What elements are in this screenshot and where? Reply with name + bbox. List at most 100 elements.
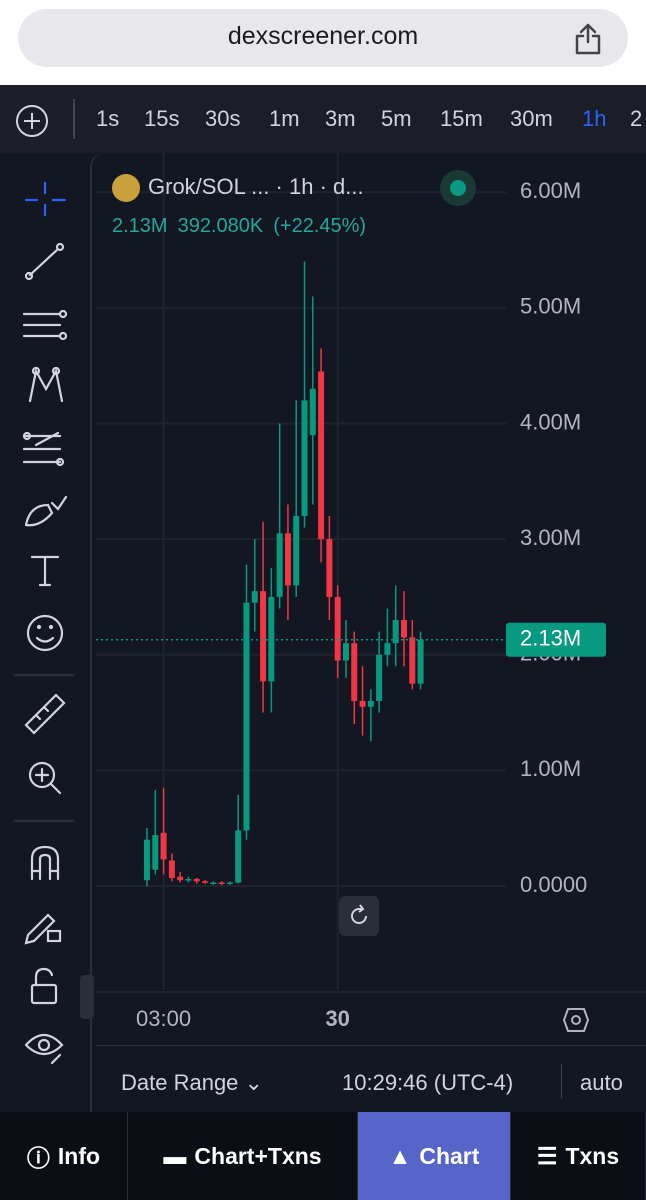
candle-body (367, 700, 374, 707)
timeframe-option[interactable]: 1h (582, 106, 607, 131)
candle-body (144, 839, 150, 881)
candle-body (226, 882, 233, 884)
candle-body (260, 591, 267, 682)
brush-tool[interactable] (24, 495, 68, 527)
candle-body (185, 879, 192, 881)
crosshair-tool[interactable] (24, 181, 67, 217)
date-range-label[interactable]: Date Range (121, 1070, 239, 1095)
candle-body (392, 620, 399, 644)
timeframe-option[interactable]: 5m (381, 106, 412, 131)
candle-body (417, 639, 424, 684)
settings-icon-center (571, 1015, 581, 1025)
zoom-tool[interactable] (28, 761, 62, 795)
tab[interactable]: ☰ Txns (511, 1112, 646, 1200)
toolbar-icons (12, 181, 76, 1065)
x-tick-label: 30 (325, 1006, 349, 1031)
ruler-tool[interactable] (24, 693, 66, 735)
y-tick-label: 1.00M (520, 756, 581, 781)
chart-footer: Date Range ⌄ 10:29:46 (UTC-4) auto (96, 1045, 646, 1113)
chart: 03:00300.00001.00M2.00M3.00M4.00M5.00M6.… (96, 153, 646, 1032)
emoji-tool[interactable] (26, 614, 64, 652)
lock-drawings-tool[interactable] (24, 913, 62, 945)
candle-body (293, 516, 300, 586)
browser-bar: dexscreener.com (0, 0, 646, 85)
tab-icon: ☰ (536, 1142, 558, 1169)
date-range[interactable]: Date Range ⌄ (121, 1070, 263, 1095)
tab[interactable]: ▲ Chart (358, 1112, 511, 1200)
line-tool[interactable] (24, 242, 65, 281)
tab-bar: ⓘ Info ▬ Chart+Txns ▲ Chart ☰ Txns (0, 1112, 646, 1200)
timeframe-option[interactable]: 30m (510, 106, 553, 131)
tab[interactable]: ⓘ Info (0, 1112, 128, 1200)
candle-body (326, 539, 333, 597)
candle-body (251, 591, 258, 603)
last-price-tag (506, 622, 606, 657)
scale-mode[interactable]: auto (580, 1070, 623, 1095)
candle-body (202, 881, 209, 883)
candle-body (309, 388, 316, 436)
change-percent: (+22.45%) (273, 215, 367, 237)
parallel-tool[interactable] (22, 309, 68, 341)
fib-tool[interactable] (22, 431, 65, 467)
chart-legend: Grok/SOL ... · 1h · d... (112, 174, 364, 203)
tab-icon: ▲ (388, 1142, 412, 1169)
candle-body (177, 876, 184, 881)
candle-body (409, 637, 416, 684)
ohlc-row: 2.13M 392.080K (+22.45%) (112, 215, 376, 238)
status-dot (440, 170, 476, 206)
drawing-toolbar (0, 153, 88, 1113)
tab-label[interactable]: Chart (419, 1142, 480, 1169)
unlock-tool[interactable] (30, 967, 58, 1005)
token-icon (112, 174, 140, 203)
tab-label[interactable]: Chart+Txns (194, 1142, 322, 1169)
y-tick-label: 3.00M (520, 525, 581, 550)
timeframe-option[interactable]: 15m (440, 106, 483, 131)
candle-body (351, 643, 358, 701)
timeframe-option[interactable]: 30s (205, 106, 241, 131)
candle-body (193, 879, 200, 882)
add-icon[interactable] (14, 103, 50, 139)
text-tool[interactable] (30, 555, 60, 587)
symbol: Grok/SOL ... · 1h · d... (148, 174, 364, 199)
divider (561, 1064, 562, 1098)
pattern-tool[interactable] (28, 366, 64, 403)
candle-body (359, 700, 366, 707)
candle-body (318, 371, 325, 540)
tab-icon: ▬ (163, 1142, 187, 1169)
reset-button[interactable] (339, 896, 379, 936)
y-tick-label: 0.0000 (520, 872, 587, 897)
candle-body (284, 533, 291, 586)
tab-label[interactable]: Txns (565, 1142, 620, 1169)
last-price-label: 2.13M (520, 626, 581, 651)
tab[interactable]: ▬ Chart+Txns (128, 1112, 358, 1200)
candle-body (152, 835, 159, 870)
candle-body (384, 643, 391, 655)
tab-icon: ⓘ (26, 1145, 50, 1171)
settings-icon[interactable] (562, 1008, 590, 1032)
visibility-tool[interactable] (24, 1033, 64, 1065)
candle-body (160, 832, 167, 860)
candle-body (210, 882, 217, 884)
timeframe-option[interactable]: 2 (630, 106, 643, 131)
change-value: 392.080K (177, 215, 264, 237)
candle-body (243, 602, 250, 831)
url-text[interactable]: dexscreener.com (227, 22, 419, 50)
url-pill[interactable] (18, 9, 628, 67)
timeframe-option[interactable]: 1m (269, 106, 300, 131)
tab-label[interactable]: Info (57, 1142, 101, 1169)
candle-body (342, 643, 349, 661)
last-value: 2.13M (112, 215, 168, 237)
timeframe-bar: 1s 15s 30s 1m 3m 5m 15m 30m 1h 2 (0, 85, 646, 153)
magnet-tool[interactable] (30, 845, 60, 881)
share-icon[interactable] (572, 22, 604, 56)
candle-body (235, 830, 242, 883)
candle-body (168, 860, 175, 878)
y-tick-label: 6.00M (520, 178, 581, 203)
y-tick-label: 5.00M (520, 294, 581, 319)
candle-body (276, 533, 283, 597)
timeframe-option[interactable]: 1s (96, 106, 120, 131)
timeframe-option[interactable]: 15s (144, 106, 180, 131)
timeframe-option[interactable]: 3m (325, 106, 356, 131)
